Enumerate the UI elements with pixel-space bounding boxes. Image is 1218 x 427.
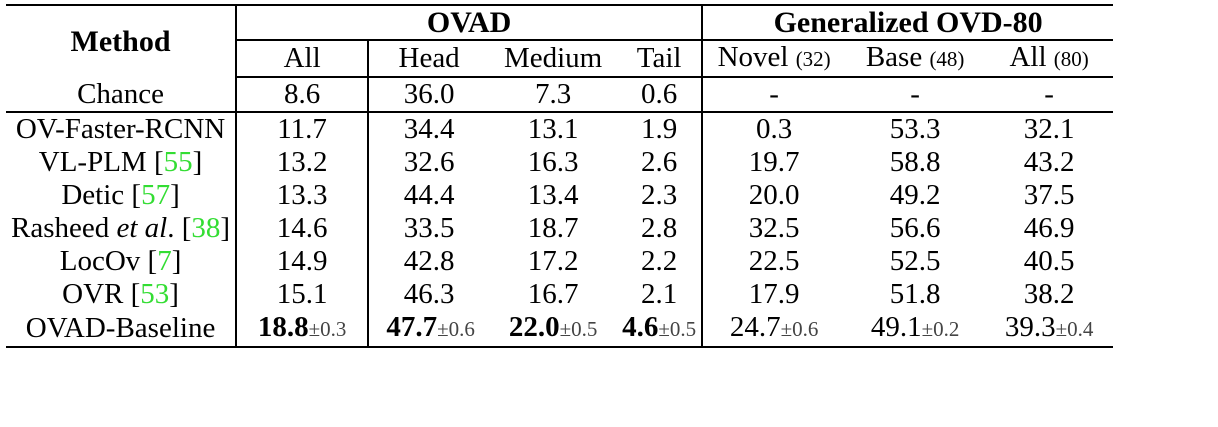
value-cell: 56.6	[889, 212, 941, 244]
table-row: OV-Faster-RCNN 11.7 34.4 13.1 1.9 0.3 53.3 32.1	[6, 112, 1113, 146]
col-header-base: Base (48)	[845, 40, 986, 78]
method-cell: Detic [57]	[6, 179, 238, 212]
value-cell: 37.5	[1023, 179, 1075, 211]
value-cell: 2.2	[617, 245, 704, 278]
citation-link[interactable]: [57]	[131, 179, 180, 211]
table-row: OVR [53] 15.1 46.3 16.7 2.1 17.9 51.8 38.2	[6, 278, 1113, 311]
value-cell: 13.4	[527, 179, 579, 211]
value-cell: 46.9	[1023, 212, 1075, 244]
value-cell: 14.6	[236, 212, 370, 245]
header-row-groups: Method OVAD Generalized OVD-80	[6, 4, 1114, 77]
header-row-columns: All Head Medium Tail Novel (32) Base (48…	[6, 40, 1114, 78]
method-cell: OVAD-Baseline	[6, 311, 238, 348]
value-cell: 42.8	[403, 245, 455, 277]
value-cell: 4.6±0.5	[617, 311, 704, 348]
col-header-ovd-all: All (80)	[985, 40, 1114, 78]
value-cell: 19.7	[748, 146, 800, 178]
table-row: Detic [57] 13.3 44.4 13.4 2.3 20.0 49.2 37.5	[6, 179, 1113, 212]
value-cell: 7.3	[489, 77, 618, 113]
value-cell: 49.1±0.2	[845, 311, 986, 348]
value-cell: 22.0±0.5	[489, 311, 618, 348]
chance-row: Chance 8.6 36.0 7.3 0.6 - - -	[6, 77, 1114, 113]
value-cell: 8.6	[236, 77, 370, 113]
value-cell: 46.3	[403, 278, 455, 310]
table-row: VL-PLM [55] 13.2 32.6 16.3 2.6 19.7 58.8 43.2	[6, 146, 1113, 179]
value-cell: 14.9	[236, 245, 370, 278]
value-cell: 34.4	[403, 113, 455, 145]
table-row: Rasheed et al. [38] 14.6 33.5 18.7 2.8 32.5 56…	[6, 212, 1113, 245]
value-cell: 44.4	[403, 179, 455, 211]
value-cell: 36.0	[368, 77, 490, 113]
value-cell: 58.8	[889, 146, 941, 178]
value-cell: 2.1	[617, 278, 704, 311]
ovad-group-header: OVAD	[236, 4, 703, 41]
method-cell: LocOv [7]	[6, 245, 238, 278]
value-cell: -	[985, 77, 1114, 113]
value-cell: 13.3	[236, 179, 370, 212]
value-cell: 15.1	[236, 278, 370, 311]
value-cell: -	[702, 77, 846, 113]
value-cell: -	[845, 77, 986, 113]
value-cell: 0.3	[756, 113, 793, 145]
value-cell: 16.3	[527, 146, 579, 178]
value-cell: 1.9	[617, 112, 704, 146]
ovd-group-header: Generalized OVD-80	[701, 4, 1114, 41]
citation-link[interactable]: [53]	[130, 278, 179, 310]
value-cell: 32.6	[403, 146, 455, 178]
value-cell: 11.7	[236, 112, 370, 146]
citation-link[interactable]: [55]	[153, 146, 203, 178]
table-row: LocOv [7] 14.9 42.8 17.2 2.2 22.5 52.5 40.5	[6, 245, 1113, 278]
results-table: Method OVAD Generalized OVD-80 All Head …	[6, 4, 1114, 348]
value-cell: 53.3	[889, 113, 941, 145]
method-cell: Rasheed et al. [38]	[6, 212, 238, 245]
col-header-tail: Tail	[617, 40, 704, 78]
value-cell: 0.6	[617, 77, 704, 113]
col-header-novel: Novel (32)	[702, 40, 846, 78]
value-cell: 22.5	[748, 245, 800, 277]
value-cell: 20.0	[748, 179, 800, 211]
baseline-row: OVAD-Baseline 18.8±0.3 47.7±0.6 22.0±0.5…	[6, 311, 1114, 348]
citation-link[interactable]: [7]	[147, 245, 182, 277]
value-cell: 39.3±0.4	[985, 311, 1114, 348]
value-cell: 51.8	[889, 278, 941, 310]
value-cell: 2.3	[617, 179, 704, 212]
value-cell: 2.6	[617, 146, 704, 179]
value-cell: 33.5	[403, 212, 455, 244]
value-cell: 40.5	[1023, 245, 1075, 277]
value-cell: 47.7±0.6	[368, 311, 490, 348]
value-cell: 17.2	[527, 245, 579, 277]
method-cell: VL-PLM [55]	[6, 146, 238, 179]
col-header-medium: Medium	[489, 40, 618, 78]
value-cell: 17.9	[748, 278, 800, 310]
method-cell: OV-Faster-RCNN	[6, 112, 238, 146]
col-header-ovad-all: All	[236, 40, 369, 78]
method-cell: OVR [53]	[6, 278, 238, 311]
citation-link[interactable]: [38]	[181, 212, 231, 244]
value-cell: 2.8	[617, 212, 704, 245]
value-cell: 16.7	[527, 278, 579, 310]
method-rows: OV-Faster-RCNN 11.7 34.4 13.1 1.9 0.3 53.3 32.1…	[6, 112, 1113, 311]
value-cell: 52.5	[889, 245, 941, 277]
method-header: Method	[6, 4, 238, 77]
value-cell: 38.2	[1023, 278, 1075, 310]
value-cell: 13.1	[527, 113, 579, 145]
value-cell: 13.2	[236, 146, 370, 179]
value-cell: 43.2	[1023, 146, 1075, 178]
value-cell: 18.7	[527, 212, 579, 244]
value-cell: 49.2	[889, 179, 941, 211]
value-cell: 18.8±0.3	[236, 311, 370, 348]
method-cell: Chance	[6, 77, 238, 113]
value-cell: 24.7±0.6	[702, 311, 846, 348]
value-cell: 32.5	[748, 212, 800, 244]
col-header-head: Head	[367, 40, 490, 78]
value-cell: 32.1	[1023, 113, 1075, 145]
